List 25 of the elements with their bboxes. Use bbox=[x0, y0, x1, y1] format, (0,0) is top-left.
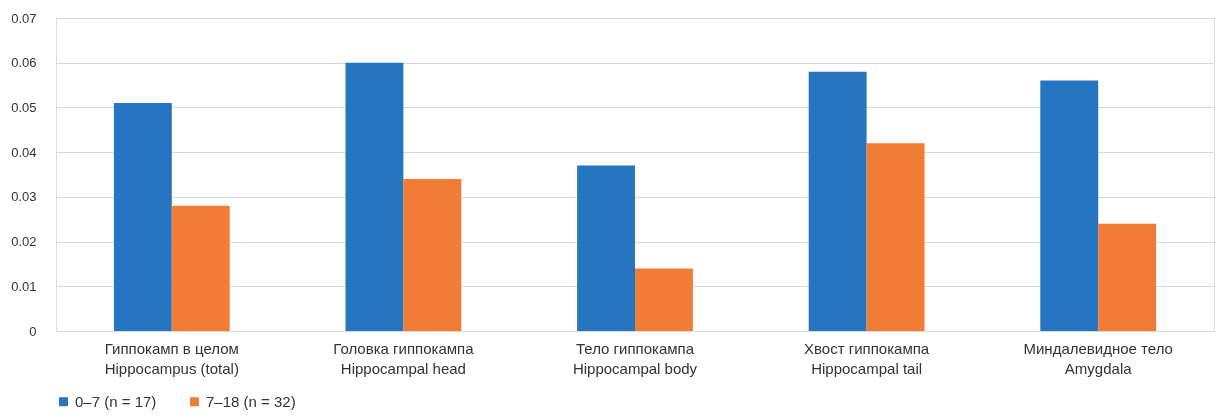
y-tick-label: 0.04 bbox=[11, 144, 37, 160]
x-tick-label: Хвост гиппокампа Hippocampal tail bbox=[804, 339, 930, 377]
bar bbox=[635, 268, 693, 331]
y-tick-label: 0.06 bbox=[11, 55, 37, 71]
x-tick-label: Гиппокамп в целом Hippocampus (total) bbox=[104, 339, 239, 377]
bar bbox=[808, 71, 867, 331]
x-tick-label: Головка гиппокампа Hippocampal head bbox=[333, 339, 475, 377]
y-tick-label: 0.03 bbox=[11, 189, 37, 205]
bar bbox=[113, 102, 172, 331]
y-tick-label: 0.05 bbox=[11, 99, 37, 115]
legend-label: 7–18 (n = 32) bbox=[206, 392, 296, 410]
bar bbox=[1040, 80, 1099, 331]
bar bbox=[1098, 223, 1157, 331]
bar bbox=[577, 165, 635, 331]
x-tick-label: Миндалевидное тело Amygdala bbox=[1023, 339, 1173, 377]
bar bbox=[403, 178, 462, 331]
y-tick-label: 0.02 bbox=[11, 234, 37, 250]
y-tick-label: 0 bbox=[29, 323, 37, 339]
bar bbox=[171, 205, 230, 331]
bar bbox=[866, 143, 925, 331]
x-tick-label: Тело гиппокампа Hippocampal body bbox=[572, 339, 698, 377]
y-tick-label: 0.07 bbox=[11, 10, 37, 26]
y-tick-label: 0.01 bbox=[11, 278, 37, 294]
bar bbox=[345, 62, 404, 331]
legend-label: 0–7 (n = 17) bbox=[75, 392, 157, 410]
